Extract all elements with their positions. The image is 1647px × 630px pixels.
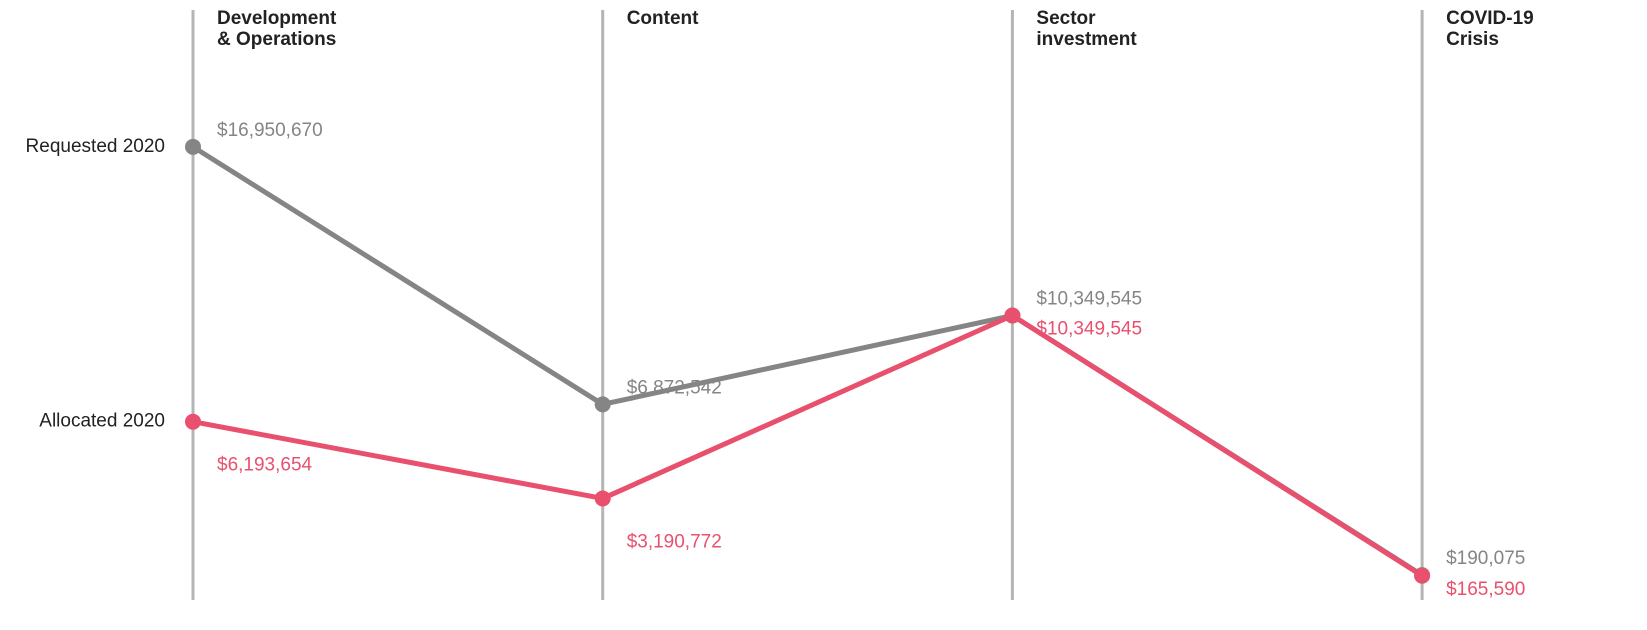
value-label: $165,590: [1446, 579, 1525, 600]
series-name: Requested 2020: [26, 136, 165, 157]
point: [594, 490, 611, 507]
series-line: [191, 144, 1424, 578]
series-name: Allocated 2020: [39, 411, 165, 432]
value-label: $10,349,545: [1036, 319, 1142, 340]
value-label: $190,075: [1446, 548, 1525, 569]
value-label: $3,190,772: [627, 531, 722, 552]
column-header: COVID-19 Crisis: [1446, 8, 1534, 50]
point: [1004, 307, 1021, 324]
point: [1414, 567, 1431, 584]
column-header: Development & Operations: [217, 8, 337, 50]
point: [185, 138, 201, 155]
value-label: $6,872,542: [627, 377, 722, 398]
value-label: $10,349,545: [1036, 289, 1142, 310]
point: [594, 396, 611, 413]
value-label: $6,193,654: [217, 455, 313, 476]
column-header: Sector investment: [1036, 8, 1137, 50]
series-line: [192, 313, 1424, 578]
column-header: Content: [626, 8, 699, 29]
point: [185, 413, 201, 430]
value-label: $16,950,670: [217, 120, 323, 141]
